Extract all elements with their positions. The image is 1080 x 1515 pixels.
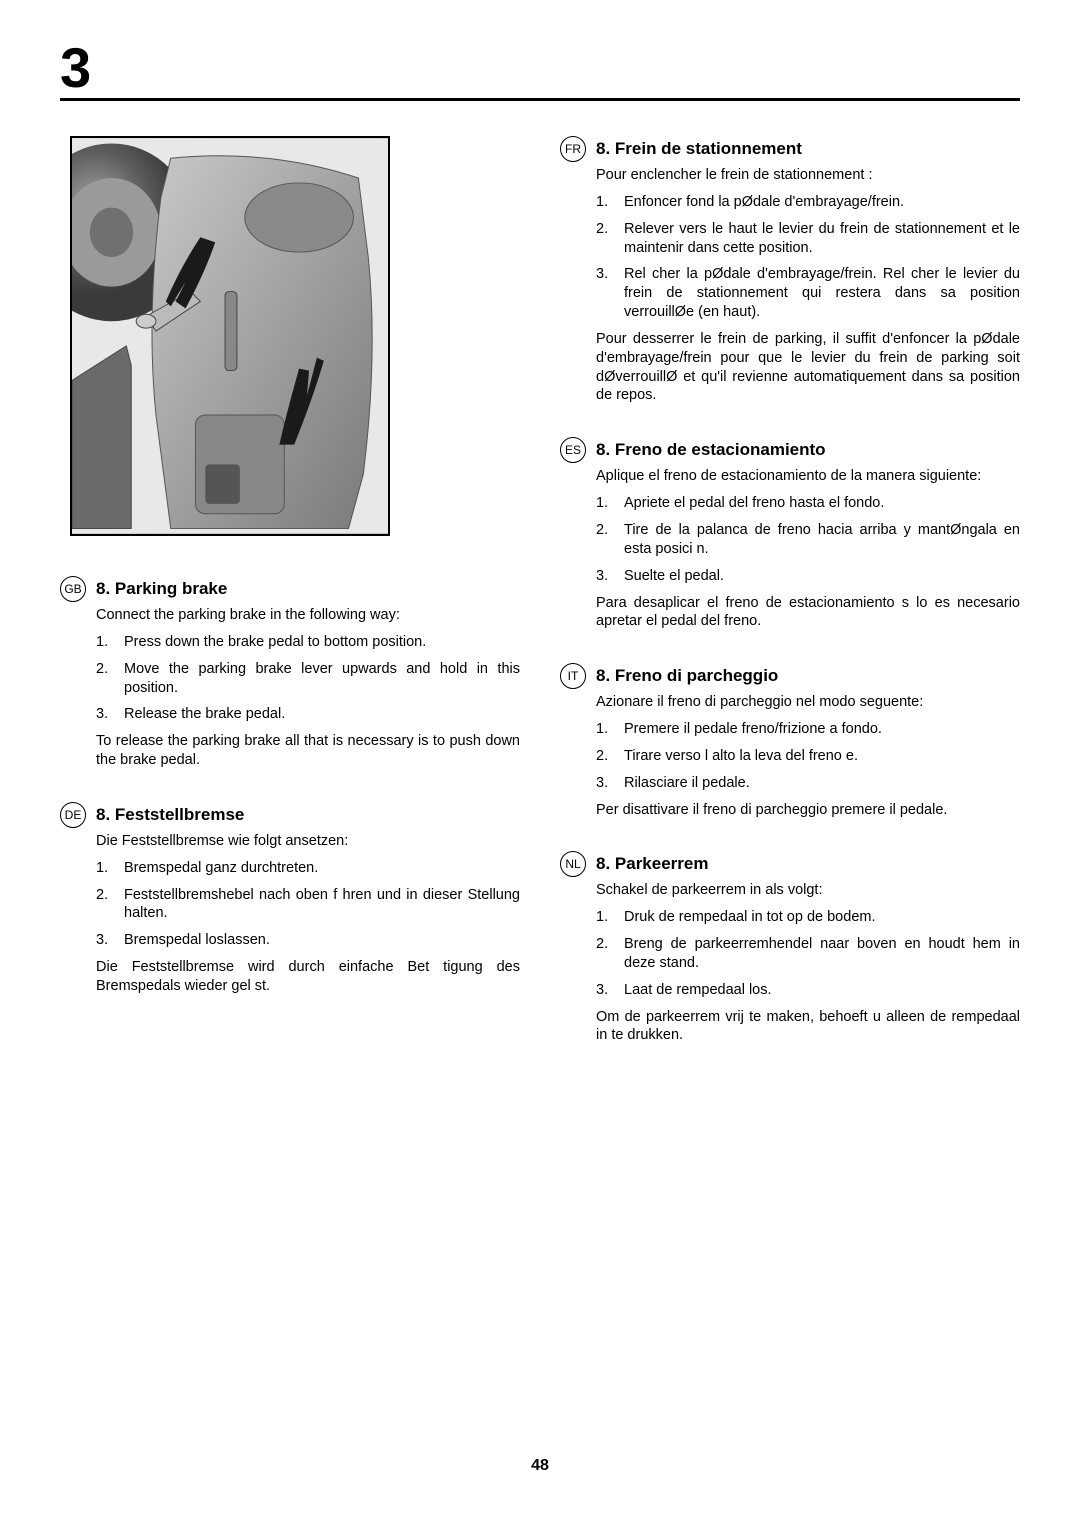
section-gb: GB 8. Parking brake Connect the parking … [60, 576, 520, 770]
page-footer: 48 [60, 1457, 1020, 1475]
section-fr: FR 8. Frein de stationnement Pour enclen… [560, 136, 1020, 405]
section-outro: Per disattivare il freno di parcheggio p… [596, 801, 1020, 820]
step-item: Release the brake pedal. [96, 705, 520, 724]
section-outro: To release the parking brake all that is… [96, 732, 520, 770]
steps-list: Enfoncer fond la pØdale d'embrayage/frei… [596, 193, 1020, 322]
steps-list: Premere il pedale freno/frizione a fondo… [596, 720, 1020, 793]
section-it: IT 8. Freno di parcheggio Azionare il fr… [560, 663, 1020, 819]
section-title: 8. Freno di parcheggio [596, 666, 778, 686]
chapter-number: 3 [60, 40, 1020, 98]
steps-list: Bremspedal ganz durchtreten. Feststellbr… [96, 859, 520, 950]
step-item: Breng de parkeerremhendel naar boven en … [596, 935, 1020, 973]
lang-badge-de: DE [60, 802, 86, 828]
section-title: 8. Freno de estacionamiento [596, 440, 826, 460]
section-intro: Azionare il freno di parcheggio nel modo… [596, 693, 1020, 712]
step-item: Suelte el pedal. [596, 567, 1020, 586]
step-item: Bremspedal loslassen. [96, 931, 520, 950]
section-intro: Pour enclencher le frein de stationnemen… [596, 166, 1020, 185]
step-item: Tire de la palanca de freno hacia arriba… [596, 521, 1020, 559]
step-item: Rel cher la pØdale d'embrayage/frein. Re… [596, 265, 1020, 322]
step-item: Feststellbremshebel nach oben f hren und… [96, 886, 520, 924]
right-column: FR 8. Frein de stationnement Pour enclen… [560, 136, 1020, 1077]
section-outro: Om de parkeerrem vrij te maken, behoeft … [596, 1008, 1020, 1046]
section-es: ES 8. Freno de estacionamiento Aplique e… [560, 437, 1020, 631]
section-title: 8. Parking brake [96, 579, 227, 599]
page-header: 3 [60, 40, 1020, 101]
section-title: 8. Parkeerrem [596, 854, 708, 874]
section-intro: Connect the parking brake in the followi… [96, 606, 520, 625]
step-item: Druk de rempedaal in tot op de bodem. [596, 908, 1020, 927]
step-item: Apriete el pedal del freno hasta el fond… [596, 494, 1020, 513]
step-item: Relever vers le haut le levier du frein … [596, 220, 1020, 258]
parking-brake-illustration [70, 136, 390, 536]
step-item: Tirare verso l alto la leva del freno e. [596, 747, 1020, 766]
steps-list: Druk de rempedaal in tot op de bodem. Br… [596, 908, 1020, 999]
content-columns: GB 8. Parking brake Connect the parking … [60, 136, 1020, 1077]
lang-badge-fr: FR [560, 136, 586, 162]
step-item: Rilasciare il pedale. [596, 774, 1020, 793]
section-outro: Pour desserrer le frein de parking, il s… [596, 330, 1020, 405]
step-item: Enfoncer fond la pØdale d'embrayage/frei… [596, 193, 1020, 212]
section-de: DE 8. Feststellbremse Die Feststellbrems… [60, 802, 520, 996]
section-title: 8. Frein de stationnement [596, 139, 802, 159]
step-item: Move the parking brake lever upwards and… [96, 660, 520, 698]
step-item: Laat de rempedaal los. [596, 981, 1020, 1000]
left-column: GB 8. Parking brake Connect the parking … [60, 136, 520, 1077]
lang-badge-es: ES [560, 437, 586, 463]
step-item: Premere il pedale freno/frizione a fondo… [596, 720, 1020, 739]
steps-list: Press down the brake pedal to bottom pos… [96, 633, 520, 724]
section-nl: NL 8. Parkeerrem Schakel de parkeerrem i… [560, 851, 1020, 1045]
step-item: Press down the brake pedal to bottom pos… [96, 633, 520, 652]
step-item: Bremspedal ganz durchtreten. [96, 859, 520, 878]
section-intro: Aplique el freno de estacionamiento de l… [596, 467, 1020, 486]
lang-badge-it: IT [560, 663, 586, 689]
section-outro: Para desaplicar el freno de estacionamie… [596, 594, 1020, 632]
section-intro: Schakel de parkeerrem in als volgt: [596, 881, 1020, 900]
section-intro: Die Feststellbremse wie folgt ansetzen: [96, 832, 520, 851]
section-outro: Die Feststellbremse wird durch einfache … [96, 958, 520, 996]
lang-badge-nl: NL [560, 851, 586, 877]
steps-list: Apriete el pedal del freno hasta el fond… [596, 494, 1020, 585]
section-title: 8. Feststellbremse [96, 805, 244, 825]
lang-badge-gb: GB [60, 576, 86, 602]
